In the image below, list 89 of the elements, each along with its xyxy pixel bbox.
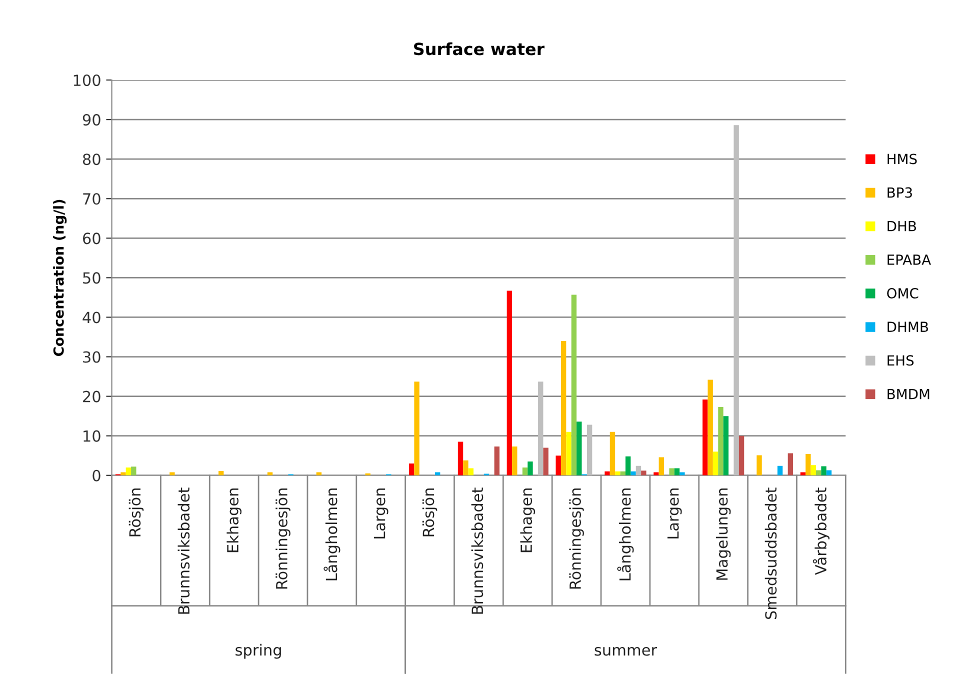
y-tick-label: 60	[82, 232, 100, 244]
bar	[816, 470, 822, 476]
bar	[810, 465, 816, 476]
x-tick-label: Rönningesjön	[276, 488, 290, 589]
bar	[316, 472, 322, 476]
bar	[610, 432, 616, 476]
bar	[604, 471, 610, 476]
y-tick-label: 10	[84, 430, 100, 442]
bar	[571, 294, 577, 476]
x-tick-label: Rösjön	[128, 488, 144, 536]
x-tick-label: Vårbybadet	[812, 488, 830, 575]
bar	[556, 456, 561, 476]
bar	[708, 380, 713, 476]
x-tick-label: Magelungen	[716, 488, 731, 580]
bar	[821, 466, 826, 476]
chart-title: Surface water	[414, 42, 545, 56]
x-tick-label: Largen	[667, 488, 682, 538]
x-tick-label: Smedsuddsbadet	[764, 488, 777, 620]
bar	[506, 290, 512, 476]
bar	[528, 462, 533, 476]
bar	[131, 466, 136, 476]
x-tick-label: Rönningesjön	[569, 488, 584, 589]
y-tick-label: 40	[82, 312, 100, 324]
bar	[800, 472, 806, 476]
legend-label: BMDM	[888, 388, 930, 400]
bar	[522, 467, 528, 476]
bar	[788, 453, 794, 476]
bar	[434, 472, 440, 476]
bar	[586, 424, 592, 476]
bar	[512, 446, 518, 476]
x-tick-label: Brunnsviksbadet	[178, 488, 190, 614]
bar	[806, 454, 811, 476]
x-tick-label: Långholmen	[617, 488, 634, 580]
y-tick-label: 70	[83, 193, 100, 205]
y-tick-label: 20	[83, 390, 100, 402]
bar	[543, 448, 548, 476]
bar	[669, 468, 674, 476]
bar	[576, 422, 582, 476]
y-tick-label: 90	[82, 114, 100, 126]
bar	[494, 446, 500, 476]
x-tick-label: Largen	[374, 488, 388, 538]
bar	[654, 472, 659, 476]
x-tick-label: Ekhagen	[226, 488, 242, 552]
bar	[458, 442, 464, 476]
legend-label: EPABA	[888, 254, 931, 265]
bar	[738, 436, 744, 476]
bar	[126, 467, 132, 476]
y-tick-label: 30	[83, 351, 100, 363]
legend-label: DHB	[888, 221, 916, 232]
x-tick-label: Brunnsviksbadet	[471, 488, 484, 614]
bar	[625, 456, 631, 476]
bar	[826, 470, 832, 476]
y-tick-label: 0	[92, 470, 100, 482]
bar	[723, 416, 729, 476]
bar	[777, 466, 783, 476]
bar	[636, 466, 642, 476]
bar	[641, 470, 646, 476]
bar	[170, 472, 175, 476]
bar	[414, 382, 420, 476]
bar	[538, 382, 544, 476]
bar	[267, 472, 273, 476]
y-tick-label: 50	[83, 272, 100, 284]
bar	[712, 452, 718, 476]
bar	[756, 455, 762, 476]
x-tick-label: Rösjön	[422, 488, 438, 536]
y-tick-label: 100	[74, 74, 100, 86]
bar	[680, 472, 685, 476]
legend-label: EHS	[888, 355, 914, 366]
bar	[702, 399, 708, 476]
text: spring	[236, 644, 281, 659]
bar	[718, 406, 724, 476]
bar	[734, 125, 739, 476]
y-axis-title: Concentration (ng/l)	[53, 200, 67, 356]
legend-label: OMC	[887, 288, 918, 299]
legend-label: HMS	[888, 154, 917, 164]
bar	[120, 472, 126, 476]
legend-label: DHMB	[888, 322, 928, 332]
x-tick-label: Ekhagen	[520, 488, 536, 552]
bar	[560, 340, 566, 476]
y-tick-label: 80	[82, 154, 100, 166]
x-tick-label: Långholmen	[324, 488, 340, 580]
legend-label: BP3	[888, 187, 912, 198]
bar	[463, 460, 468, 476]
bar	[408, 464, 414, 476]
bar	[615, 471, 620, 476]
text: summer	[594, 646, 658, 656]
bar	[630, 471, 636, 476]
bar	[658, 457, 664, 476]
bar	[566, 432, 572, 476]
